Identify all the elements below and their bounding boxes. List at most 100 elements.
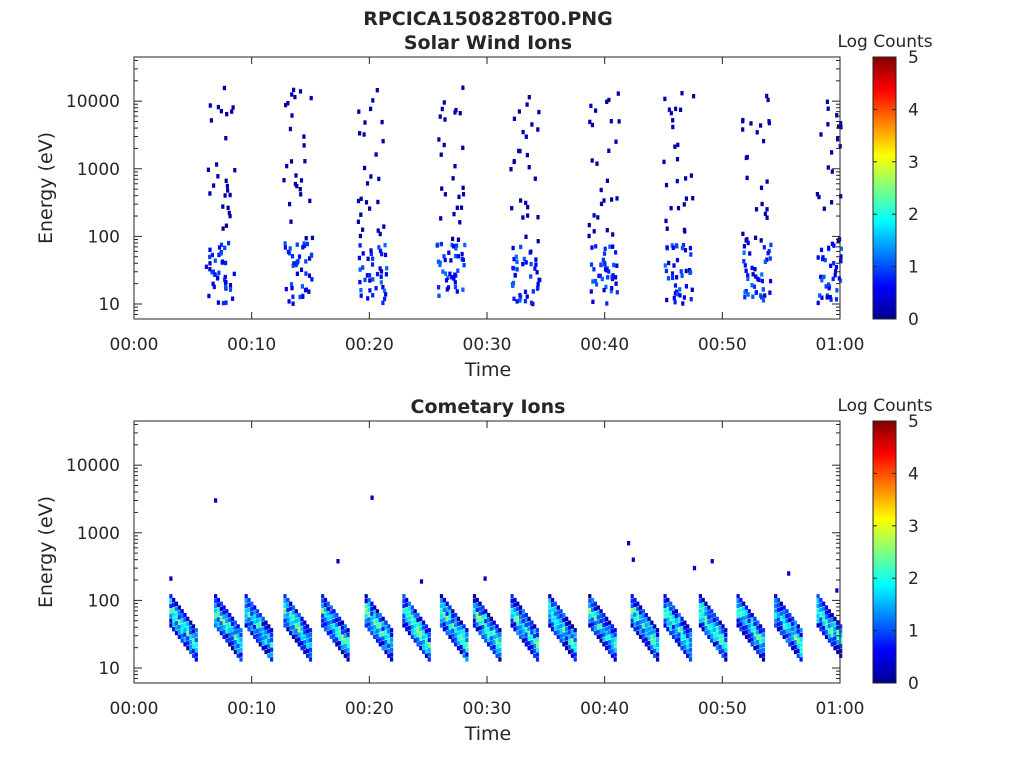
heatmap-cell	[295, 242, 299, 247]
heatmap-cell	[630, 594, 634, 599]
heatmap-cell	[459, 625, 463, 630]
heatmap-cell	[817, 194, 821, 200]
heatmap-cell	[487, 632, 491, 637]
heatmap-cell	[682, 295, 686, 300]
heatmap-cell	[321, 594, 325, 599]
heatmap-cell	[454, 642, 458, 647]
heatmap-cell	[596, 605, 600, 610]
heatmap-cell	[217, 245, 222, 250]
heatmap-cell	[674, 618, 678, 624]
heatmap-cell	[453, 272, 457, 277]
heatmap-cell	[710, 614, 714, 619]
heatmap-cell	[712, 632, 717, 637]
heatmap-cell	[239, 657, 243, 662]
x-tick-label: 00:30	[463, 335, 512, 355]
heatmap-cell	[744, 268, 748, 273]
heatmap-cell	[380, 119, 384, 125]
heatmap-cell	[455, 289, 459, 294]
heatmap-cell	[461, 287, 465, 292]
heatmap-cell	[827, 609, 831, 614]
heatmap-cell	[739, 617, 743, 622]
heatmap-cell	[402, 608, 406, 614]
heatmap-cell	[721, 624, 725, 629]
heatmap-cell	[765, 215, 769, 220]
heatmap-cell	[518, 298, 522, 303]
heatmap-cell	[562, 642, 566, 647]
heatmap-cell	[359, 293, 363, 298]
heatmap-cell	[332, 633, 336, 638]
heatmap-cell	[321, 613, 325, 618]
heatmap-cell	[383, 243, 387, 248]
heatmap-cell	[788, 622, 792, 628]
heatmap-cell	[381, 300, 385, 306]
heatmap-cell	[443, 117, 447, 122]
heatmap-cell	[326, 621, 330, 626]
heatmap-cell	[839, 648, 843, 653]
heatmap-cell	[369, 106, 373, 112]
heatmap-cell	[224, 300, 228, 305]
heatmap-cell	[498, 632, 502, 638]
heatmap-cell	[712, 617, 717, 623]
heatmap-cell	[481, 615, 485, 620]
heatmap-cell	[284, 286, 288, 292]
heatmap-cell	[427, 642, 431, 647]
heatmap-cell	[761, 657, 766, 662]
heatmap-cell	[663, 263, 667, 268]
heatmap-cell	[615, 263, 619, 268]
heatmap-cell	[616, 91, 620, 96]
heatmap-cell	[459, 635, 463, 640]
heatmap-cell	[407, 630, 412, 636]
heatmap-cell	[837, 124, 841, 129]
heatmap-cell	[189, 644, 193, 650]
heatmap-cell	[827, 623, 831, 629]
heatmap-cell	[289, 282, 294, 287]
heatmap-cell	[653, 653, 657, 658]
heatmap-cell	[672, 624, 676, 630]
heatmap-cell	[384, 252, 388, 258]
heatmap-cell	[839, 254, 843, 259]
heatmap-cell	[481, 634, 485, 639]
heatmap-cell	[442, 607, 446, 612]
heatmap-cell	[225, 623, 229, 629]
heatmap-cell	[481, 620, 485, 625]
heatmap-cell	[736, 598, 740, 604]
heatmap-cell	[346, 632, 350, 638]
heatmap-cell	[556, 620, 560, 625]
heatmap-cell	[570, 653, 574, 658]
heatmap-cell	[410, 624, 414, 630]
heatmap-cell	[310, 277, 314, 282]
heatmap-cell	[610, 624, 614, 629]
heatmap-cell	[304, 271, 308, 276]
heatmap-cell	[721, 643, 725, 649]
heatmap-cell	[465, 632, 469, 638]
heatmap-cell	[698, 613, 702, 618]
heatmap-cell	[183, 627, 187, 632]
y-tick-label: 10000	[66, 456, 120, 476]
heatmap-cell	[172, 607, 176, 612]
heatmap-cell	[465, 637, 469, 643]
heatmap-cell	[650, 644, 654, 650]
heatmap-cell	[742, 630, 746, 636]
heatmap-cell	[744, 624, 749, 630]
heatmap-cell	[436, 242, 440, 247]
heatmap-cell	[533, 634, 537, 639]
heatmap-cell	[343, 624, 347, 629]
heatmap-cell	[669, 621, 673, 626]
heatmap-cell	[297, 627, 301, 632]
heatmap-cell	[384, 625, 388, 630]
heatmap-cell	[612, 262, 616, 268]
heatmap-cell	[724, 637, 728, 643]
heatmap-cell	[825, 295, 829, 300]
heatmap-cell	[816, 300, 820, 306]
heatmap-cell	[663, 598, 667, 604]
heatmap-cell	[194, 652, 198, 657]
heatmap-cell	[359, 196, 363, 201]
heatmap-cell	[836, 635, 840, 640]
heatmap-cell	[791, 631, 795, 636]
heatmap-cell	[361, 251, 365, 256]
plot-frame-solar-wind	[133, 56, 841, 320]
heatmap-cell	[573, 632, 577, 638]
heatmap-cell	[174, 606, 179, 611]
heatmap-cell	[239, 637, 243, 643]
heatmap-cell	[294, 633, 298, 638]
